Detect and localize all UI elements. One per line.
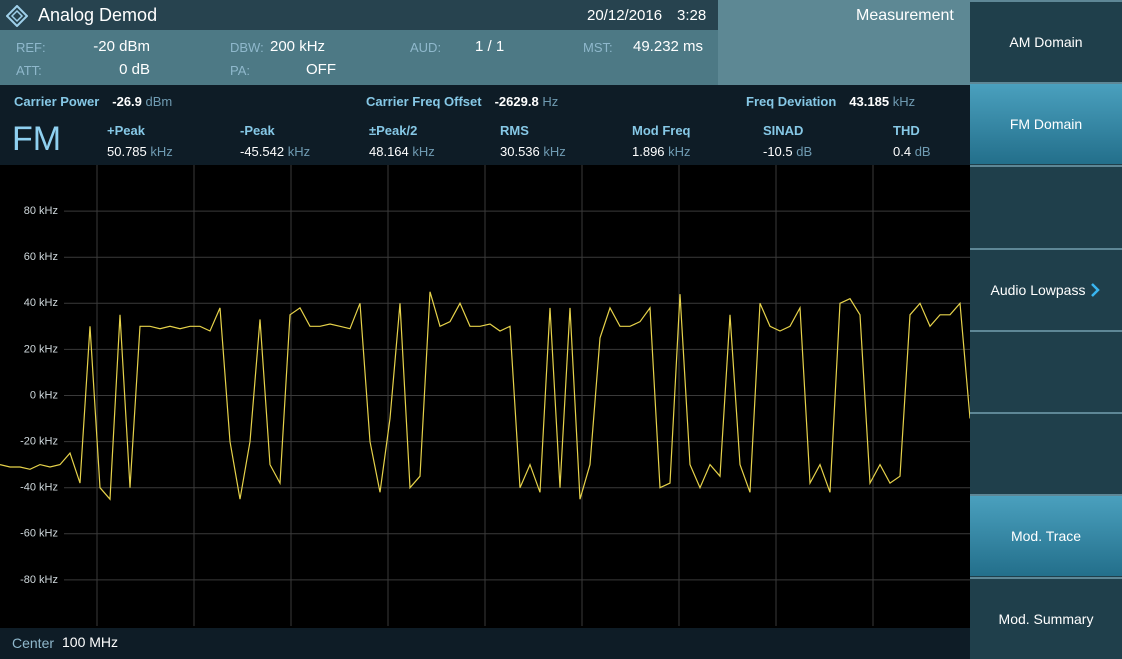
- summary-item: Carrier Power -26.9 dBm: [14, 94, 172, 109]
- setting-label: REF:: [16, 40, 46, 55]
- settings-bar: [0, 30, 718, 85]
- result-label: -Peak: [240, 123, 275, 138]
- footer-value: 100 MHz: [62, 634, 119, 650]
- results-panel: [0, 85, 970, 165]
- trace-line: [0, 291, 970, 501]
- demod-type: FM: [12, 120, 62, 158]
- y-tick-label: -80 kHz: [20, 574, 58, 586]
- y-tick-label: 0 kHz: [30, 389, 58, 401]
- y-tick-label: -40 kHz: [20, 482, 58, 494]
- mode: Measurement: [856, 7, 954, 24]
- result-unit: kHz: [412, 144, 435, 159]
- app-title: Analog Demod: [38, 5, 158, 25]
- summary-value: 43.185: [849, 94, 890, 109]
- footer: [0, 628, 970, 659]
- result-unit: dB: [914, 144, 931, 159]
- result-value: 50.785: [107, 144, 147, 159]
- setting-label: MST:: [583, 40, 613, 55]
- setting-label: PA:: [230, 63, 250, 78]
- y-tick-label: 60 kHz: [24, 251, 58, 263]
- result-value-row: -10.5 dB: [763, 144, 812, 159]
- softkey[interactable]: AM Domain: [970, 0, 1122, 82]
- mode-box: [718, 0, 970, 85]
- result-value-row: 48.164 kHz: [369, 144, 435, 159]
- result-label: ±Peak/2: [369, 123, 418, 138]
- result-label: SINAD: [763, 123, 804, 138]
- setting-value: 1 / 1: [475, 38, 505, 55]
- softkey-label: FM Domain: [1009, 116, 1083, 132]
- softkey[interactable]: FM Domain: [970, 82, 1122, 164]
- result-unit: kHz: [668, 144, 691, 159]
- result-value: 0.4: [893, 144, 912, 159]
- result-value-row: -45.542 kHz: [240, 144, 310, 159]
- summary-unit: Hz: [542, 94, 559, 109]
- softkey-label: AM Domain: [1009, 34, 1083, 50]
- softkey-label: Mod. Summary: [998, 611, 1094, 627]
- chevron: [1091, 283, 1101, 297]
- result-label: +Peak: [107, 123, 145, 138]
- y-tick-label: -20 kHz: [20, 436, 58, 448]
- softkey[interactable]: Audio Lowpass: [970, 248, 1122, 330]
- result-label: Mod Freq: [632, 123, 691, 138]
- setting-value: OFF: [306, 61, 336, 78]
- result-value-row: 30.536 kHz: [500, 144, 566, 159]
- y-tick-label: 40 kHz: [24, 297, 58, 309]
- softkey-label: Mod. Trace: [1010, 528, 1082, 544]
- summary-label: Carrier Freq Offset: [366, 94, 482, 109]
- summary-unit: kHz: [892, 94, 916, 109]
- softkey-label: Audio Lowpass: [990, 282, 1086, 298]
- result-label: RMS: [500, 123, 529, 138]
- result-value-row: 50.785 kHz: [107, 144, 173, 159]
- setting-value: 0 dB: [119, 61, 150, 78]
- summary-value: -2629.8: [494, 94, 539, 109]
- y-tick-label: 80 kHz: [24, 205, 58, 217]
- time: 3:28: [677, 7, 707, 24]
- setting-value: 200 kHz: [270, 38, 326, 55]
- result-value-row: 1.896 kHz: [632, 144, 691, 159]
- result-value-row: 0.4 dB: [893, 144, 931, 159]
- result-value: 48.164: [369, 144, 409, 159]
- footer-label: Center: [12, 635, 55, 651]
- summary-item: Carrier Freq Offset -2629.8 Hz: [366, 94, 558, 109]
- result-unit: kHz: [150, 144, 173, 159]
- result-value: 1.896: [632, 144, 665, 159]
- setting-label: AUD:: [410, 40, 442, 55]
- result-label: THD: [893, 123, 920, 138]
- softkey[interactable]: Mod. Summary: [970, 577, 1122, 659]
- y-tick-label: 20 kHz: [24, 343, 58, 355]
- summary-unit: dBm: [145, 94, 173, 109]
- trace-chart: 80 kHz 60 kHz 40 kHz 20 kHz 0 kHz -20 kHz -40 …: [0, 165, 970, 626]
- result-unit: kHz: [543, 144, 566, 159]
- setting-label: ATT:: [16, 63, 42, 78]
- summary-label: Carrier Power: [14, 94, 100, 109]
- logo: [6, 5, 28, 27]
- softkey-blank: [970, 330, 1122, 412]
- title-bar: [0, 0, 718, 30]
- y-tick-label: -60 kHz: [20, 528, 58, 540]
- setting-value: -20 dBm: [93, 38, 150, 55]
- summary-value: -26.9: [112, 94, 142, 109]
- softkey[interactable]: Mod. Trace: [970, 494, 1122, 576]
- result-value: 30.536: [500, 144, 540, 159]
- softkey-blank: [970, 412, 1122, 494]
- result-unit: dB: [796, 144, 813, 159]
- result-unit: kHz: [287, 144, 311, 159]
- summary-label: Freq Deviation: [746, 94, 837, 109]
- summary-item: Freq Deviation 43.185 kHz: [746, 94, 915, 109]
- result-value: -10.5: [763, 144, 793, 159]
- setting-value: 49.232 ms: [633, 38, 704, 55]
- date: 20/12/2016: [587, 7, 663, 24]
- setting-label: DBW:: [230, 40, 264, 55]
- softkey-blank: [970, 165, 1122, 247]
- result-value: -45.542: [240, 144, 285, 159]
